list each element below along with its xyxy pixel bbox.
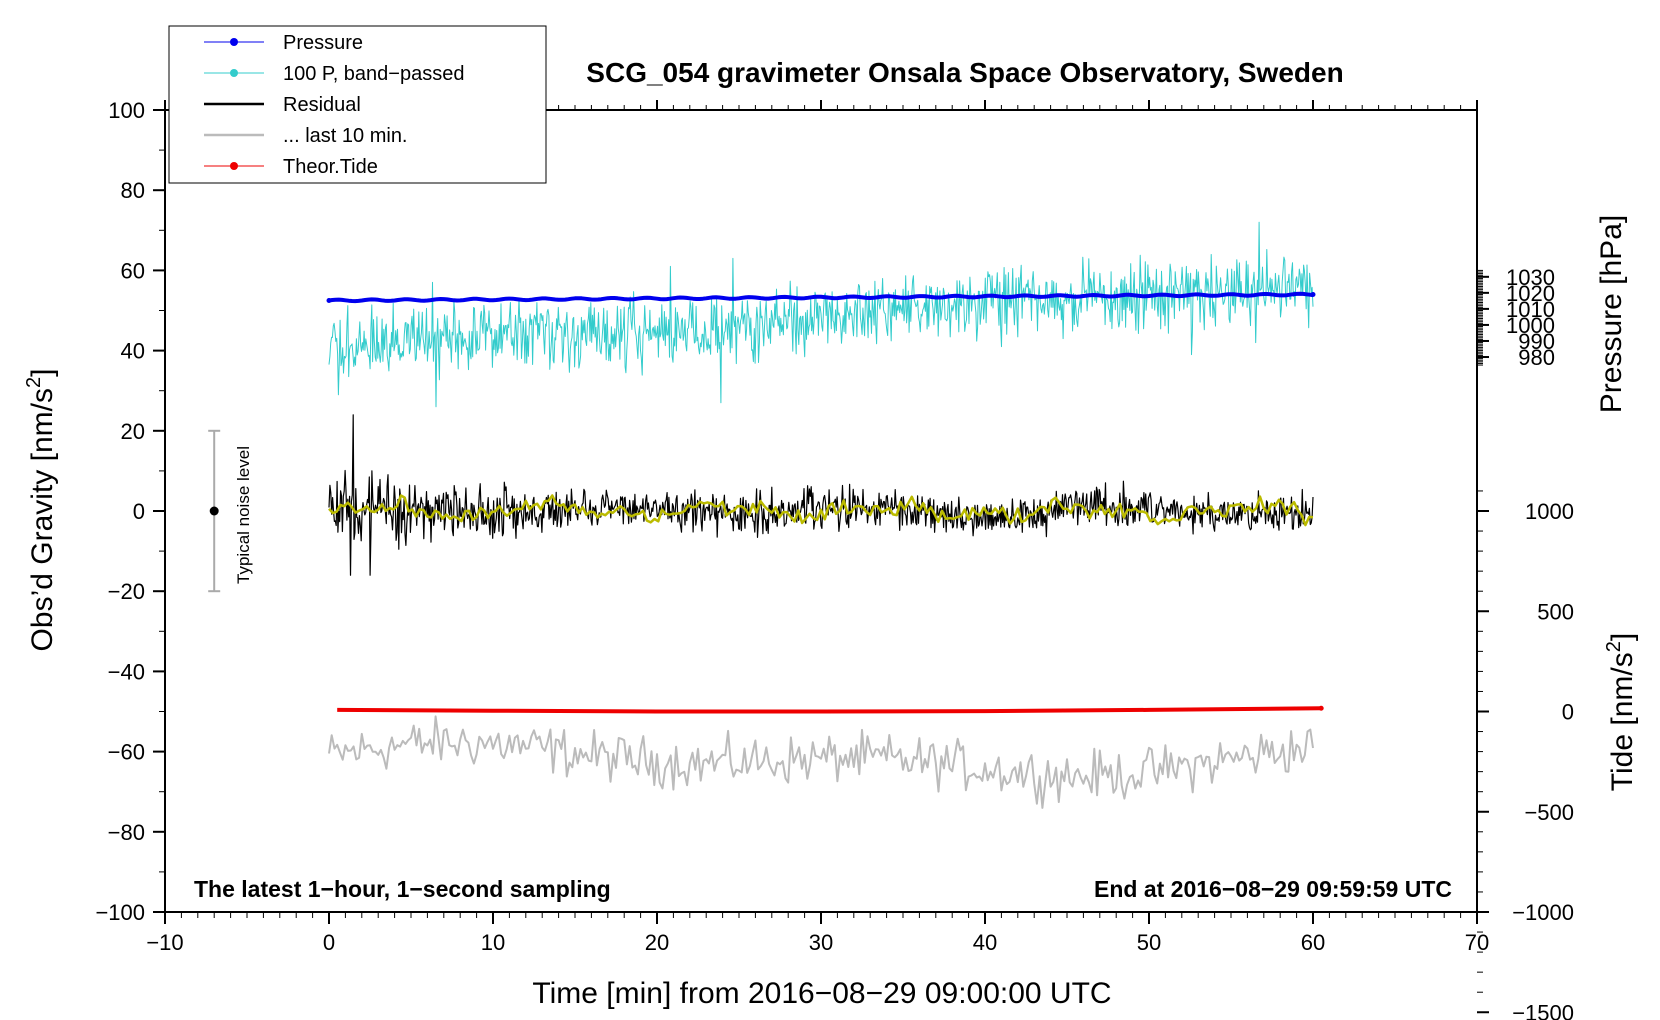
end-time-note: End at 2016−08−29 09:59:59 UTC: [1094, 876, 1452, 902]
y-axis-gravity: −100 −80 −60 −40 −20 0 20 40 60 80 100: [95, 98, 165, 925]
pressure-tick-label: 990: [1518, 329, 1555, 354]
tide-tick-label: −1500: [1512, 1000, 1574, 1020]
legend-label: Pressure: [283, 32, 363, 54]
theoretical-tide-line: [337, 706, 1322, 714]
tide-tick-label: 500: [1537, 599, 1574, 624]
pressure-marker: [326, 297, 332, 303]
y-tick-label: 0: [133, 499, 145, 524]
legend-marker: [230, 69, 238, 77]
x-tick-label: 10: [481, 930, 505, 955]
x-axis: −10 0 10 20 30 40 50 60 70: [146, 100, 1489, 955]
tide-tick-label: −1000: [1512, 900, 1574, 925]
noise-center-dot: [209, 506, 219, 516]
legend: Pressure 100 P, band−passed Residual ... la…: [168, 25, 547, 184]
tide-axis-label-main: Tide [nm/s: [1606, 652, 1639, 791]
noise-level-label: Typical noise level: [234, 446, 253, 584]
tide-tick-label: 0: [1562, 700, 1574, 725]
y-axis-tide: −1500 −1000 −500 0 500 1000: [1477, 490, 1574, 1020]
residual-line: [328, 414, 1314, 576]
legend-marker: [230, 38, 238, 46]
y-axis-label: Obs’d Gravity [nm/s2]: [23, 369, 59, 652]
pressure-tick-label: 1000: [1506, 313, 1555, 338]
pressure-tick-label: 1030: [1506, 265, 1555, 290]
tide-axis-label: Tide [nm/s2]: [1603, 633, 1639, 791]
x-tick-label: 70: [1465, 930, 1489, 955]
y-tick-label: 80: [121, 178, 145, 203]
y-tick-label: 20: [121, 419, 145, 444]
y-tick-label: −60: [108, 740, 145, 765]
pressure-axis-label: Pressure [hPa]: [1595, 215, 1628, 413]
last-10-min-line: [328, 715, 1314, 809]
noise-level-indicator: [208, 429, 221, 593]
x-tick-label: 30: [809, 930, 833, 955]
tide-axis-label-end: ]: [1606, 633, 1639, 641]
legend-label: Theor.Tide: [283, 156, 378, 178]
y-axis-label-end: ]: [26, 369, 59, 377]
tide-tick-label: −500: [1524, 800, 1574, 825]
x-tick-label: −10: [146, 930, 183, 955]
tide-axis-label-sup: 2: [1603, 641, 1625, 652]
legend-marker: [230, 162, 238, 170]
pressure-line: [328, 291, 1314, 304]
residual-smoothed-line: [328, 494, 1314, 527]
series-layer: [326, 221, 1324, 809]
y-tick-label: 60: [121, 258, 145, 283]
y-tick-label: 40: [121, 339, 145, 364]
y-tick-label: −80: [108, 820, 145, 845]
y-tick-label: −20: [108, 579, 145, 604]
x-tick-label: 50: [1137, 930, 1161, 955]
y-tick-label: 100: [108, 98, 145, 123]
legend-label: 100 P, band−passed: [283, 63, 464, 85]
tide-tick-label: 1000: [1525, 499, 1574, 524]
y-axis-label-main: Obs’d Gravity [nm/s: [26, 388, 59, 651]
tide-marker: [1318, 705, 1324, 711]
legend-label: Residual: [283, 94, 361, 116]
legend-label: ... last 10 min.: [283, 125, 408, 147]
x-tick-label: 40: [973, 930, 997, 955]
x-axis-label: Time [min] from 2016−08−29 09:00:00 UTC: [532, 977, 1111, 1010]
x-tick-label: 20: [645, 930, 669, 955]
sampling-note: The latest 1−hour, 1−second sampling: [194, 876, 611, 902]
y-tick-label: −100: [95, 900, 145, 925]
x-tick-label: 60: [1301, 930, 1325, 955]
pressure-tick-label: 1020: [1506, 281, 1555, 306]
y-axis-label-sup: 2: [23, 377, 45, 388]
band-passed-pressure-line: [328, 221, 1314, 408]
x-tick-label: 0: [323, 930, 335, 955]
pressure-tick-label: 980: [1518, 345, 1555, 370]
y-tick-label: −40: [108, 659, 145, 684]
chart-title: SCG_054 gravimeter Onsala Space Observat…: [586, 57, 1343, 88]
pressure-tick-label: 1010: [1506, 297, 1555, 322]
pressure-marker: [1310, 291, 1316, 297]
